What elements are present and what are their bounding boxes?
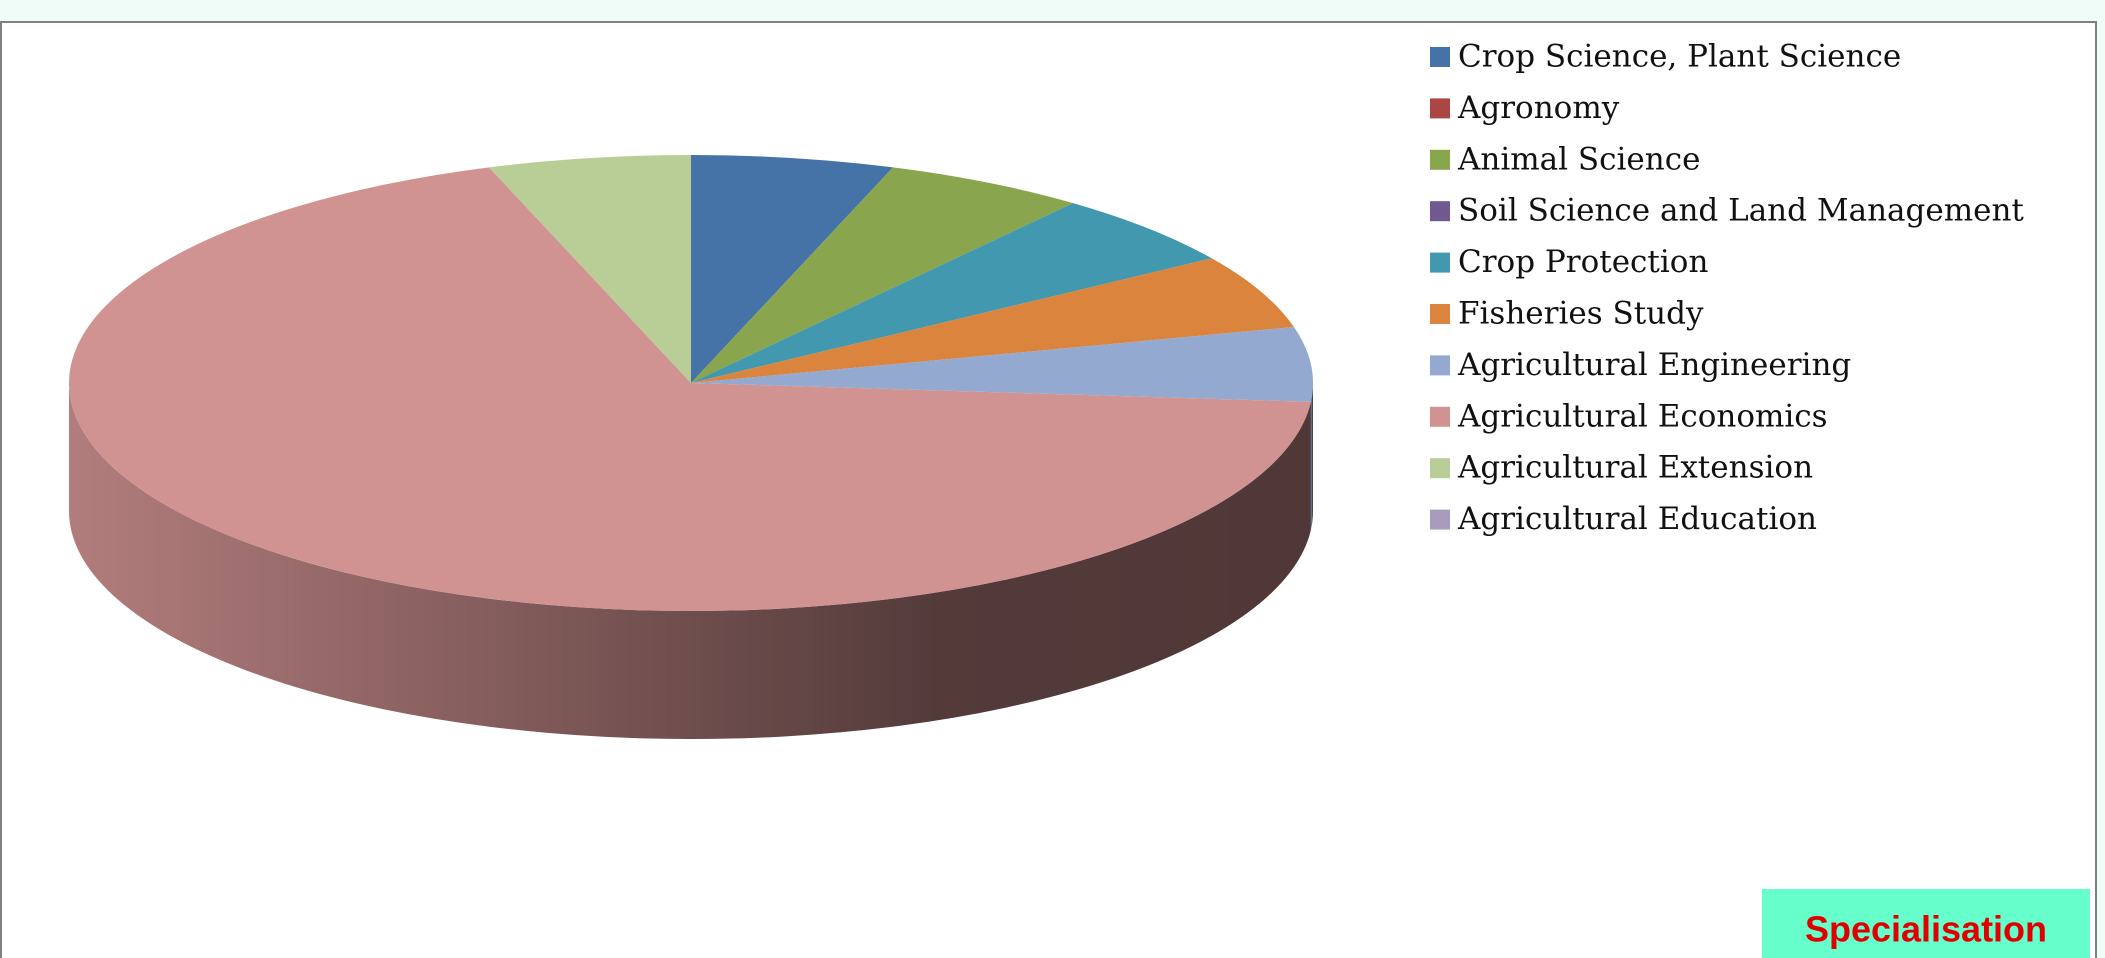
- legend-swatch: [1430, 355, 1450, 376]
- legend-swatch: [1430, 406, 1450, 427]
- pie-slice: [691, 327, 1313, 402]
- pie-side-shade: [69, 383, 1311, 740]
- legend-swatch: [1430, 98, 1450, 119]
- pie-slice: [691, 167, 1074, 383]
- legend-label: Agronomy: [1457, 90, 1620, 126]
- legend: Crop Science, Plant Science Agronomy Anima…: [1430, 39, 2024, 537]
- legend-label: Agricultural Extension: [1457, 450, 1813, 486]
- pie-slice: [691, 203, 1212, 383]
- legend-label: Crop Protection: [1458, 244, 1708, 280]
- pie-slice: [489, 155, 691, 383]
- pie-side-shade: [1310, 383, 1313, 530]
- legend-swatch: [1430, 252, 1450, 273]
- pie-sides: [69, 383, 1313, 740]
- legend-label: Crop Science, Plant Science: [1458, 39, 1901, 75]
- label-box: [1762, 889, 2090, 958]
- legend-swatch: [1430, 458, 1450, 479]
- legend-label: Fisheries Study: [1458, 296, 1704, 332]
- legend-swatch: [1430, 201, 1450, 222]
- legend-label: Animal Science: [1457, 141, 1700, 177]
- chart-label: Specialisation: [1805, 909, 2047, 950]
- legend-swatch: [1430, 509, 1450, 530]
- pie-tops: [69, 155, 1313, 611]
- legend-swatch: [1430, 47, 1450, 67]
- pie-slice: [69, 167, 1311, 611]
- legend-swatch: [1430, 304, 1450, 324]
- legend-label: Soil Science and Land Management: [1458, 193, 2024, 229]
- pie-slice: [691, 155, 893, 383]
- legend-label: Agricultural Economics: [1457, 398, 1828, 434]
- legend-label: Agricultural Engineering: [1457, 347, 1851, 383]
- pie-slice: [691, 258, 1294, 383]
- legend-label: Agricultural Education: [1457, 501, 1817, 537]
- legend-swatch: [1430, 149, 1450, 170]
